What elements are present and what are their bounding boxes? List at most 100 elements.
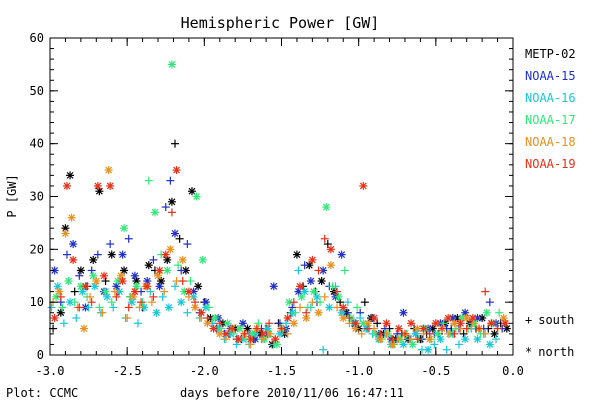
south-point — [133, 319, 142, 328]
y-axis-label: P [GW] — [5, 174, 19, 217]
south-point — [296, 303, 305, 312]
south-point — [177, 266, 186, 275]
north-point — [444, 314, 453, 323]
north-point — [192, 192, 201, 201]
south-point — [265, 319, 274, 328]
north-point — [95, 187, 104, 196]
south-point — [183, 308, 192, 317]
south-point — [240, 329, 249, 338]
south-point — [167, 208, 176, 217]
south-point — [289, 298, 298, 307]
north-point — [363, 319, 372, 328]
north-point — [118, 277, 127, 286]
south-point — [124, 234, 133, 243]
marker-legend-entry: + south — [525, 313, 574, 327]
south-point — [229, 329, 238, 338]
x-tick-label: -3.0 — [36, 364, 65, 378]
south-point — [123, 314, 132, 323]
north-point — [132, 282, 141, 291]
north-point — [103, 292, 112, 301]
south-point — [62, 250, 71, 259]
south-point — [363, 324, 372, 333]
south-point — [475, 324, 484, 333]
north-point — [144, 261, 153, 270]
x-tick-label: -0.5 — [421, 364, 450, 378]
north-point — [154, 271, 163, 280]
marker-label: south — [538, 313, 574, 327]
south-point — [160, 287, 169, 296]
south-point — [70, 287, 79, 296]
north-point — [56, 308, 65, 317]
south-point — [84, 303, 93, 312]
south-point — [178, 277, 187, 286]
legend-entry: METP-02 — [525, 47, 576, 61]
north-point — [272, 340, 281, 349]
south-point — [376, 329, 385, 338]
north-point — [289, 319, 298, 328]
north-point — [370, 314, 379, 323]
legend-entry: NOAA-19 — [525, 157, 576, 171]
north-point — [53, 282, 62, 291]
north-point — [490, 329, 499, 338]
north-point — [211, 314, 220, 323]
north-point — [93, 181, 102, 190]
legend: METP-02 NOAA-15 NOAA-16 NOAA-17 NOAA-18 NOAA-… — [525, 47, 576, 359]
south-point — [340, 266, 349, 275]
north-point — [167, 197, 176, 206]
south-point — [277, 324, 286, 333]
y-tick-label: 40 — [30, 137, 44, 151]
y-tick-label: 0 — [37, 348, 44, 362]
north-point — [487, 319, 496, 328]
north-point — [69, 240, 78, 249]
marker-symbol: + — [525, 313, 532, 327]
south-point — [425, 329, 434, 338]
south-point — [175, 234, 184, 243]
y-tick-label: 30 — [30, 190, 44, 204]
south-point — [95, 303, 104, 312]
legend-entry: NOAA-18 — [525, 135, 576, 149]
north-point — [89, 255, 98, 264]
north-point — [309, 287, 318, 296]
south-point — [333, 287, 342, 296]
north-point — [433, 329, 442, 338]
legend-entry: NOAA-17 — [525, 113, 576, 127]
north-point — [308, 255, 317, 264]
north-point — [209, 324, 218, 333]
north-point — [163, 255, 172, 264]
north-point — [271, 335, 280, 344]
y-tick-label: 20 — [30, 242, 44, 256]
north-point — [81, 282, 90, 291]
x-axis-label: days before 2010/11/06 16:47:11 — [180, 386, 404, 400]
north-point — [198, 255, 207, 264]
north-point — [351, 319, 360, 328]
north-point — [167, 60, 176, 69]
south-point — [294, 266, 303, 275]
south-point — [70, 298, 79, 307]
south-point — [291, 308, 300, 317]
north-point — [177, 298, 186, 307]
south-point — [454, 340, 463, 349]
north-point — [376, 335, 385, 344]
north-point — [178, 255, 187, 264]
legend-entry: NOAA-15 — [525, 69, 576, 83]
south-point — [101, 277, 110, 286]
south-point — [442, 345, 451, 354]
north-point — [197, 308, 206, 317]
north-point — [408, 340, 417, 349]
south-point — [462, 324, 471, 333]
north-point — [163, 266, 172, 275]
north-point — [67, 213, 76, 222]
south-point — [283, 329, 292, 338]
y-tick-label: 60 — [30, 31, 44, 45]
north-point — [107, 250, 116, 259]
north-point — [394, 324, 403, 333]
south-point — [112, 292, 121, 301]
north-point — [116, 271, 125, 280]
south-point — [254, 319, 263, 328]
north-point — [104, 166, 113, 175]
north-point — [164, 303, 173, 312]
north-point — [118, 250, 127, 259]
north-point — [90, 282, 99, 291]
north-point — [283, 314, 292, 323]
south-point — [217, 324, 226, 333]
